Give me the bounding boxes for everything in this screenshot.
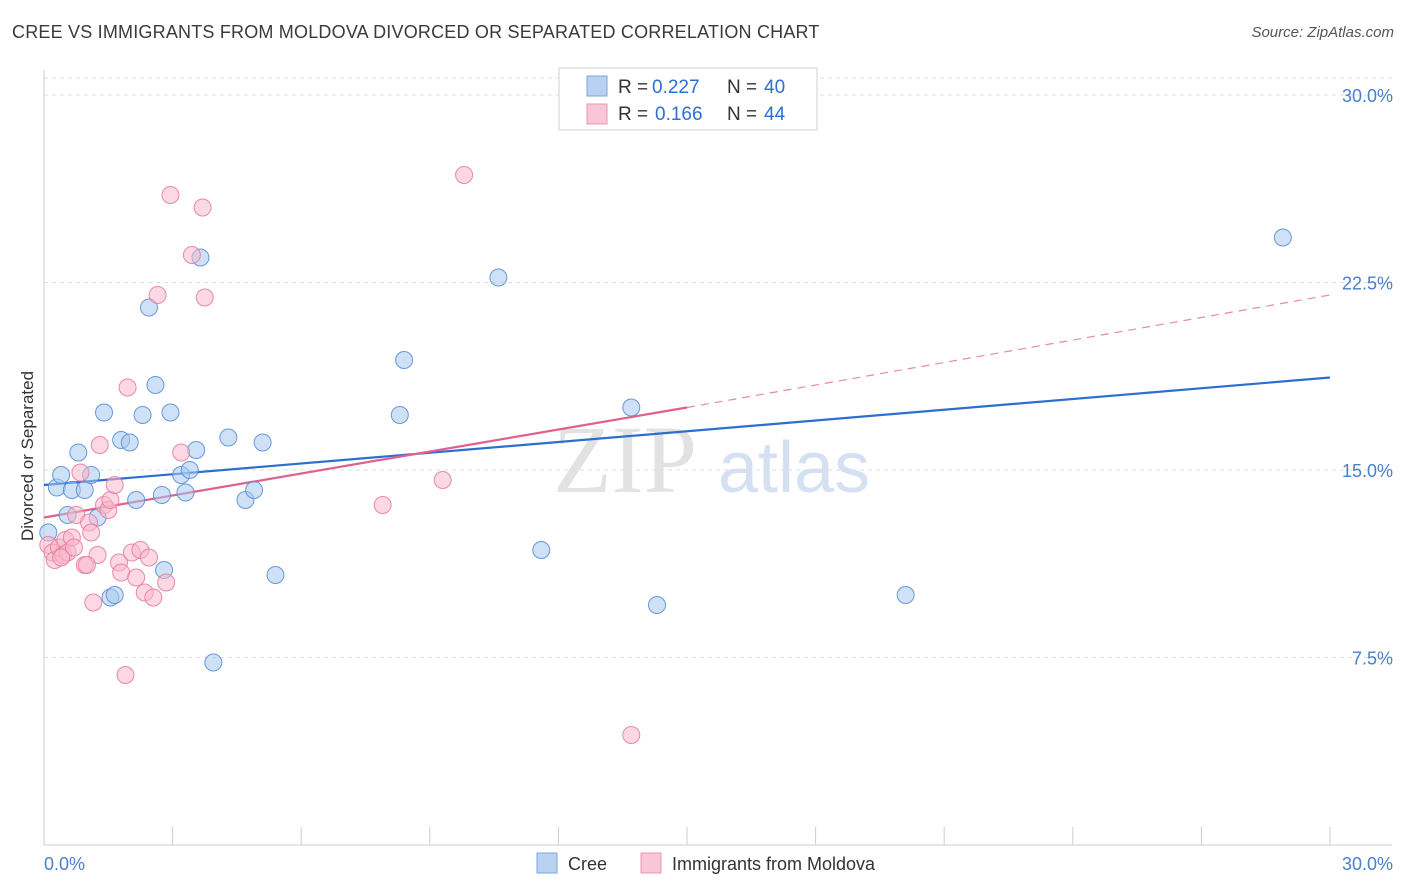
moldova-trend-line-dashed: [686, 294, 1331, 409]
cree-point: [152, 486, 171, 504]
cree-point: [1273, 228, 1292, 247]
cree-point: [95, 403, 114, 422]
legend-r-value-2: 0.166: [655, 104, 703, 125]
legend-n-value-2: 44: [764, 104, 786, 125]
cree-point: [180, 461, 199, 479]
cree-point: [140, 298, 159, 317]
cree-point: [133, 406, 152, 424]
moldova-point: [140, 548, 159, 567]
cree-point: [532, 541, 551, 559]
cree-point: [395, 351, 414, 369]
moldova-point: [52, 548, 71, 567]
moldova-point: [90, 436, 109, 454]
cree-point: [489, 268, 508, 287]
moldova-point: [84, 593, 103, 612]
cree-point: [120, 433, 139, 452]
moldova-trend-line: [43, 406, 688, 519]
moldova-point: [148, 286, 167, 304]
cree-point: [253, 433, 272, 452]
moldova-point: [77, 556, 96, 574]
cree-point: [245, 481, 264, 499]
grid-lines: [44, 77, 1392, 658]
moldova-point: [116, 666, 135, 684]
cree-point: [187, 441, 206, 459]
moldova-point: [101, 491, 120, 509]
cree-point: [204, 653, 223, 672]
legend-r-value-1: 0.227: [652, 77, 700, 98]
moldova-point: [71, 463, 90, 482]
moldova-point: [161, 186, 180, 204]
x-tick-labels: 0.0% 30.0%: [44, 854, 1393, 874]
bottom-legend-swatch-moldova: [640, 852, 662, 874]
moldova-point: [105, 476, 124, 494]
watermark-atlas: atlas: [718, 428, 870, 508]
legend-r-label-2: R =: [618, 104, 648, 125]
cree-point: [52, 466, 71, 484]
moldova-point: [144, 588, 163, 607]
legend-swatch-moldova: [586, 103, 608, 125]
legend-n-label-1: N =: [727, 77, 757, 98]
cree-point: [647, 596, 666, 614]
cree-point: [127, 491, 146, 509]
cree-point: [69, 443, 88, 462]
y-tick-label: 30.0%: [1342, 86, 1393, 106]
trend-lines: [43, 294, 1331, 519]
y-tick-labels: 7.5% 15.0% 22.5% 30.0%: [1342, 86, 1393, 669]
cree-point: [390, 406, 409, 424]
axes: [43, 70, 1392, 846]
moldova-point: [195, 288, 214, 307]
source-label: Source: ZipAtlas.com: [1251, 24, 1394, 41]
moldova-point: [118, 378, 137, 397]
bottom-legend-label-moldova: Immigrants from Moldova: [672, 854, 876, 874]
moldova-point: [127, 568, 146, 587]
legend-n-value-1: 40: [764, 77, 785, 98]
cree-point: [75, 481, 94, 499]
moldova-point: [455, 166, 474, 184]
moldova-point: [433, 471, 452, 489]
moldova-point: [193, 198, 212, 217]
moldova-point: [182, 246, 201, 264]
moldova-point: [157, 573, 176, 592]
cree-point: [105, 586, 124, 604]
y-tick-label: 15.0%: [1342, 461, 1393, 481]
moldova-point: [112, 563, 131, 582]
y-tick-label: 7.5%: [1352, 649, 1393, 669]
bottom-legend-label-cree: Cree: [568, 854, 607, 874]
cree-point: [622, 398, 641, 417]
legend-n-label-2: N =: [727, 104, 757, 125]
y-axis-title: Divorced or Separated: [18, 371, 37, 541]
chart-title: CREE VS IMMIGRANTS FROM MOLDOVA DIVORCED…: [12, 22, 820, 42]
moldova-point: [172, 443, 191, 462]
moldova-point: [82, 523, 101, 542]
cree-point: [219, 428, 238, 447]
legend-swatch-cree: [586, 75, 608, 97]
legend: R = 0.227 N = 40 R = 0.166 N = 44: [558, 67, 818, 131]
watermark-zip: ZIP: [553, 406, 697, 513]
cree-trend-line: [43, 376, 1331, 487]
cree-point: [146, 376, 165, 394]
cree-point: [176, 483, 195, 502]
legend-r-label-1: R =: [618, 77, 648, 98]
y-tick-label: 22.5%: [1342, 274, 1393, 294]
x-tick-label-max: 30.0%: [1342, 854, 1393, 874]
bottom-legend-swatch-cree: [536, 852, 558, 874]
moldova-point: [65, 538, 84, 557]
cree-point: [896, 586, 915, 604]
cree-point: [266, 566, 285, 584]
x-tick-label-min: 0.0%: [44, 854, 85, 874]
moldova-point: [373, 496, 392, 514]
moldova-point: [622, 726, 641, 744]
bottom-legend: Cree Immigrants from Moldova: [536, 852, 876, 874]
cree-point: [161, 403, 180, 422]
data-points: [39, 166, 1292, 744]
